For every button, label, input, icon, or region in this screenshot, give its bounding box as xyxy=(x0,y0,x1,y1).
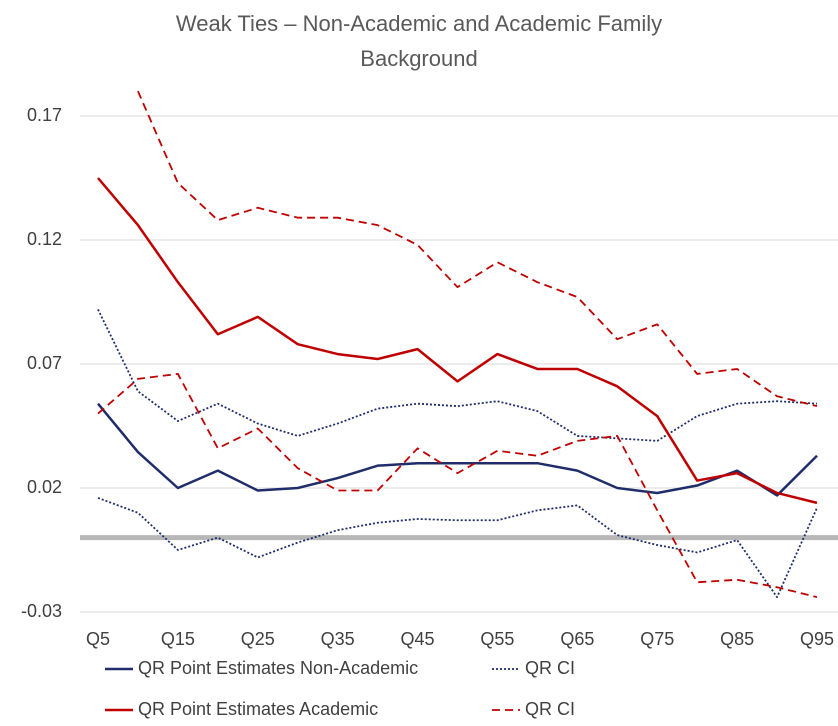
x-tick-label: Q95 xyxy=(800,629,834,649)
y-tick-label: -0.03 xyxy=(21,601,62,621)
x-tick-label: Q35 xyxy=(321,629,355,649)
x-tick-label: Q85 xyxy=(720,629,754,649)
x-tick-label: Q15 xyxy=(161,629,195,649)
y-tick-label: 0.12 xyxy=(27,229,62,249)
x-tick-label: Q65 xyxy=(560,629,594,649)
x-tick-label: Q25 xyxy=(241,629,275,649)
legend-label: QR Point Estimates Non-Academic xyxy=(138,658,418,678)
series-line xyxy=(97,497,818,599)
series-line xyxy=(97,402,818,497)
series-line xyxy=(137,90,818,408)
x-tick-label: Q5 xyxy=(86,629,110,649)
x-tick-label: Q75 xyxy=(640,629,674,649)
x-tick-label: Q55 xyxy=(480,629,514,649)
series-line xyxy=(97,373,818,598)
legend-label: QR CI xyxy=(525,699,575,719)
series-line xyxy=(97,177,818,505)
x-tick-label: Q45 xyxy=(401,629,435,649)
chart-title: Weak Ties – Non-Academic and Academic Fa… xyxy=(175,11,663,71)
legend-label: QR CI xyxy=(525,658,575,678)
y-tick-label: 0.07 xyxy=(27,353,62,373)
y-tick-label: 0.02 xyxy=(27,477,62,497)
series-line xyxy=(97,309,818,442)
y-tick-label: 0.17 xyxy=(27,105,62,125)
legend-label: QR Point Estimates Academic xyxy=(138,699,378,719)
